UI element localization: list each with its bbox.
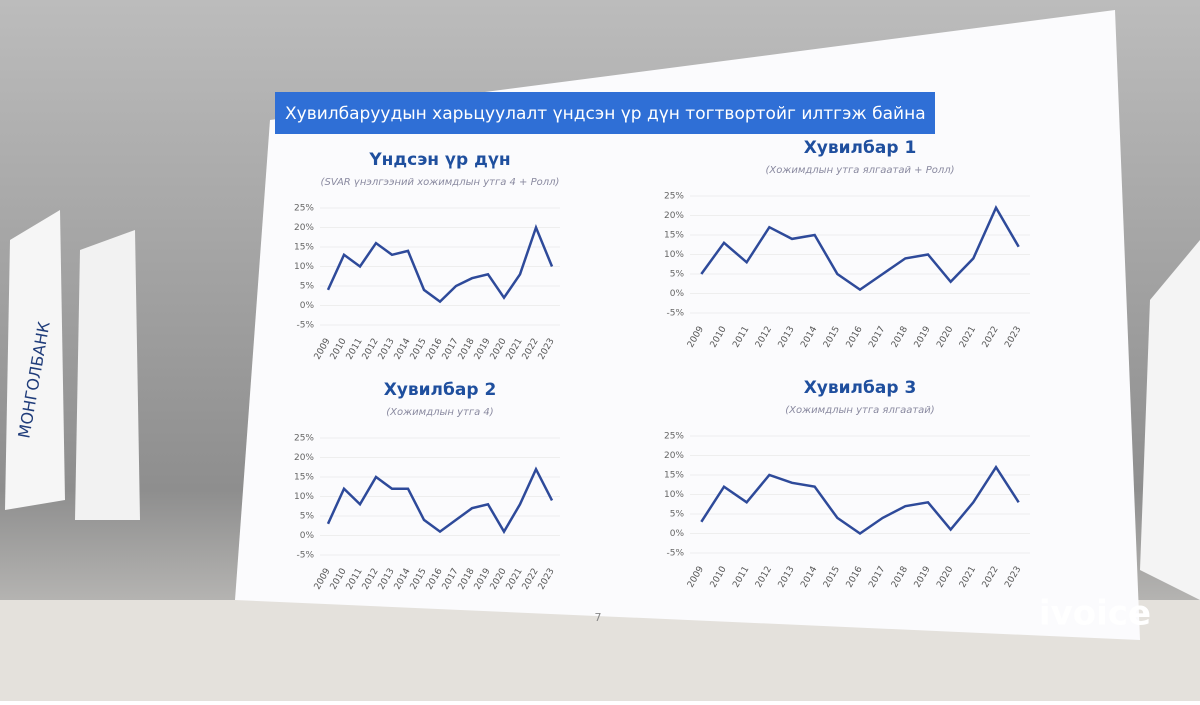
y-tick-label: 10%	[294, 492, 314, 502]
chart-subtitle: (Хожимдлын утга ялгаатай)	[785, 405, 934, 416]
y-tick-label: 10%	[664, 250, 684, 260]
line	[700, 204, 1020, 292]
chart-subtitle: (SVAR үнэлгээний хожимдлын утга 4 + Ролл…	[321, 177, 560, 188]
flag	[1140, 240, 1200, 600]
y-tick-label: 10%	[664, 490, 684, 500]
chart-title: Үндсэн үр дүн	[368, 150, 510, 170]
flag	[75, 230, 140, 520]
line	[326, 466, 554, 535]
chart-title: Хувилбар 1	[804, 138, 917, 158]
chart-title: Хувилбар 2	[384, 380, 497, 400]
y-tick-label: 25%	[294, 204, 314, 214]
y-tick-label: 25%	[664, 432, 684, 442]
y-tick-label: 0%	[300, 301, 315, 311]
y-tick-label: 5%	[670, 270, 685, 280]
chart-subtitle: (Хожимдлын утга ялгаатай + Ролл)	[765, 165, 954, 176]
y-tick-label: -5%	[666, 549, 684, 559]
watermark: ivoice	[1039, 594, 1151, 634]
y-tick-label: 15%	[294, 473, 314, 483]
flag	[5, 210, 65, 510]
y-tick-label: 25%	[664, 192, 684, 202]
chart-title: Хувилбар 3	[804, 378, 917, 398]
y-tick-label: 0%	[670, 289, 685, 299]
y-tick-label: 20%	[294, 453, 314, 463]
screen	[235, 10, 1140, 640]
slide-title: Хувилбаруудын харьцуулалт үндсэн үр дүн …	[285, 104, 926, 124]
y-tick-label: 20%	[664, 451, 684, 461]
page-number: 7	[595, 611, 602, 624]
y-tick-label: -5%	[666, 309, 684, 319]
chart-subtitle: (Хожимдлын утга 4)	[386, 407, 493, 418]
y-tick-label: 25%	[294, 434, 314, 444]
y-tick-label: 20%	[664, 211, 684, 221]
y-tick-label: 0%	[670, 529, 685, 539]
y-tick-label: 15%	[294, 243, 314, 253]
y-tick-label: -5%	[296, 321, 314, 331]
line	[700, 464, 1020, 536]
y-tick-label: 10%	[294, 262, 314, 272]
y-tick-label: 20%	[294, 223, 314, 233]
line	[326, 223, 554, 304]
y-tick-label: 5%	[670, 510, 685, 520]
y-tick-label: 15%	[664, 231, 684, 241]
y-tick-label: -5%	[296, 551, 314, 561]
title-bar	[275, 92, 935, 134]
y-tick-label: 0%	[300, 531, 315, 541]
y-tick-label: 5%	[300, 282, 315, 292]
y-tick-label: 15%	[664, 471, 684, 481]
y-tick-label: 5%	[300, 512, 315, 522]
